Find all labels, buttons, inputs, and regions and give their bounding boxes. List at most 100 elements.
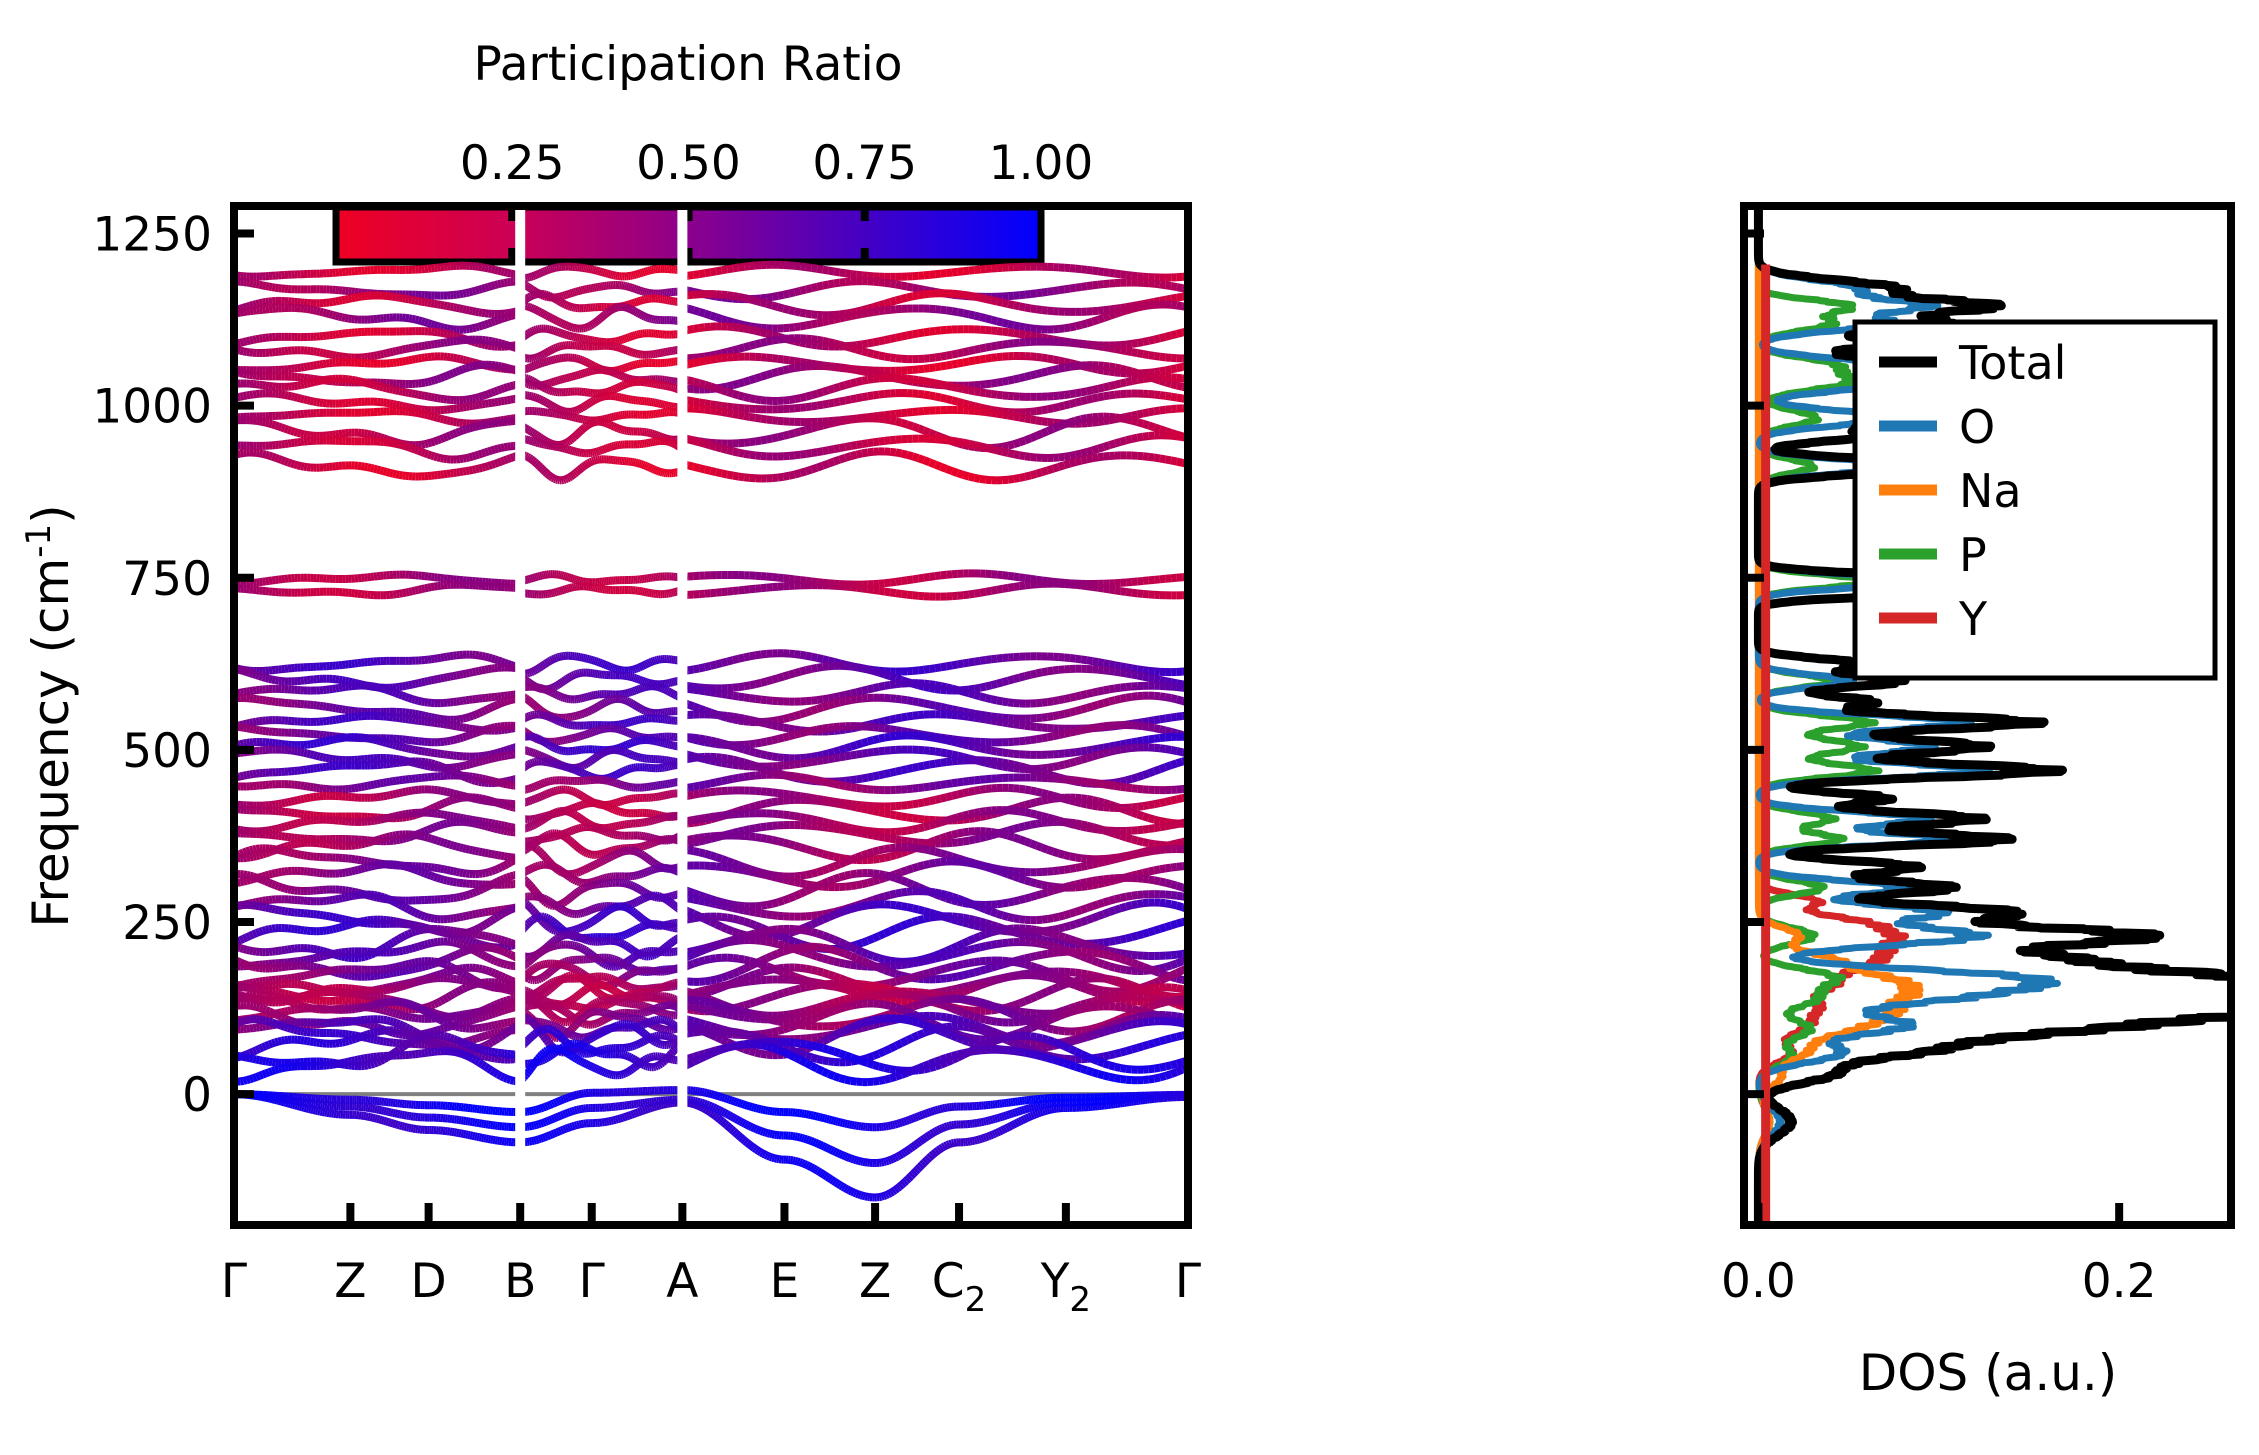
- band-segment: [477, 463, 484, 473]
- band-segment: [979, 293, 987, 303]
- band-segment: [335, 296, 340, 306]
- band-segment: [1148, 575, 1155, 585]
- band-segment: [331, 351, 337, 360]
- band-segment: [557, 679, 564, 688]
- band-segment: [962, 266, 970, 276]
- band-segment: [743, 392, 751, 403]
- band-segment: [867, 447, 874, 457]
- band-segment: [912, 591, 919, 600]
- band-segment: [748, 680, 757, 690]
- band-segment: [588, 457, 594, 466]
- band-segment: [549, 264, 554, 273]
- band-segment: [558, 406, 564, 415]
- band-segment: [628, 361, 634, 370]
- band-segment: [536, 352, 542, 361]
- band-segment: [603, 444, 609, 453]
- band-segment: [612, 304, 618, 313]
- band-segment: [731, 654, 740, 665]
- band-segment: [906, 330, 914, 340]
- band-segment: [477, 285, 484, 294]
- band-segment: [408, 680, 413, 690]
- band-segment: [1002, 339, 1009, 349]
- band-segment: [1159, 574, 1166, 584]
- band-segment: [906, 292, 914, 302]
- band-segment: [788, 470, 796, 480]
- band-segment: [687, 384, 695, 394]
- band-segment: [398, 589, 404, 598]
- band-segment: [590, 456, 596, 466]
- band-segment: [686, 304, 695, 315]
- band-segment: [850, 662, 858, 672]
- band-segment: [630, 331, 635, 340]
- band-segment: [471, 394, 477, 403]
- band-segment: [430, 299, 435, 308]
- band-segment: [267, 419, 274, 429]
- band-segment: [1085, 394, 1094, 404]
- band-segment: [490, 460, 497, 469]
- band-segment: [506, 341, 512, 351]
- band-segment: [484, 283, 490, 292]
- band-segment: [637, 286, 643, 295]
- band-segment: [634, 297, 639, 307]
- band-segment: [483, 390, 490, 399]
- band-segment: [474, 450, 481, 460]
- band-segment: [799, 392, 807, 402]
- band-segment: [637, 269, 643, 278]
- band-segment: [433, 413, 439, 422]
- band-segment: [844, 442, 852, 451]
- band-segment: [894, 295, 903, 305]
- band-segment: [648, 658, 654, 667]
- band-segment: [1131, 339, 1139, 348]
- band-segment: [1114, 667, 1122, 677]
- band-segment: [585, 358, 591, 367]
- band-segment: [704, 405, 711, 415]
- band-segment: [793, 307, 802, 317]
- band-segment: [737, 323, 745, 333]
- band-segment: [560, 291, 565, 301]
- band-segment: [478, 651, 483, 660]
- band-segment: [487, 336, 493, 346]
- band-segment: [610, 422, 616, 431]
- band-segment: [895, 577, 903, 586]
- band-segment: [1063, 357, 1071, 367]
- band-segment: [618, 344, 623, 353]
- band-segment: [1069, 398, 1077, 408]
- band-segment: [594, 394, 600, 403]
- band-segment: [547, 346, 553, 355]
- band-segment: [372, 464, 379, 474]
- band-segment: [461, 425, 468, 435]
- band-segment: [392, 439, 397, 448]
- band-segment: [363, 429, 369, 438]
- band-segment: [634, 285, 639, 294]
- band-segment: [529, 436, 534, 446]
- band-segment: [1153, 423, 1162, 434]
- band-segment: [1013, 412, 1021, 422]
- band-segment: [461, 364, 468, 374]
- band-segment: [561, 320, 567, 329]
- band-segment: [743, 376, 751, 386]
- band-segment: [1176, 301, 1183, 311]
- band-segment: [715, 407, 723, 416]
- band-segment: [1136, 665, 1144, 675]
- band-segment: [1175, 457, 1184, 467]
- band-segment: [1024, 471, 1032, 481]
- band-segment: [462, 305, 467, 314]
- band-segment: [833, 314, 841, 324]
- band-segment: [258, 449, 264, 458]
- band-segment: [844, 582, 852, 592]
- band-segment: [338, 296, 343, 305]
- band-segment: [693, 353, 700, 362]
- band-segment: [810, 282, 819, 293]
- band-segment: [417, 585, 423, 594]
- band-segment: [590, 396, 597, 405]
- band-segment: [316, 360, 321, 369]
- band-segment: [568, 435, 575, 444]
- band-segment: [644, 659, 650, 668]
- band-segment: [861, 664, 869, 674]
- band-segment: [242, 391, 248, 400]
- band-segment: [1013, 301, 1021, 311]
- band-segment: [532, 305, 539, 314]
- band-segment: [605, 269, 610, 278]
- band-segment: [565, 572, 571, 582]
- band-segment: [413, 445, 420, 455]
